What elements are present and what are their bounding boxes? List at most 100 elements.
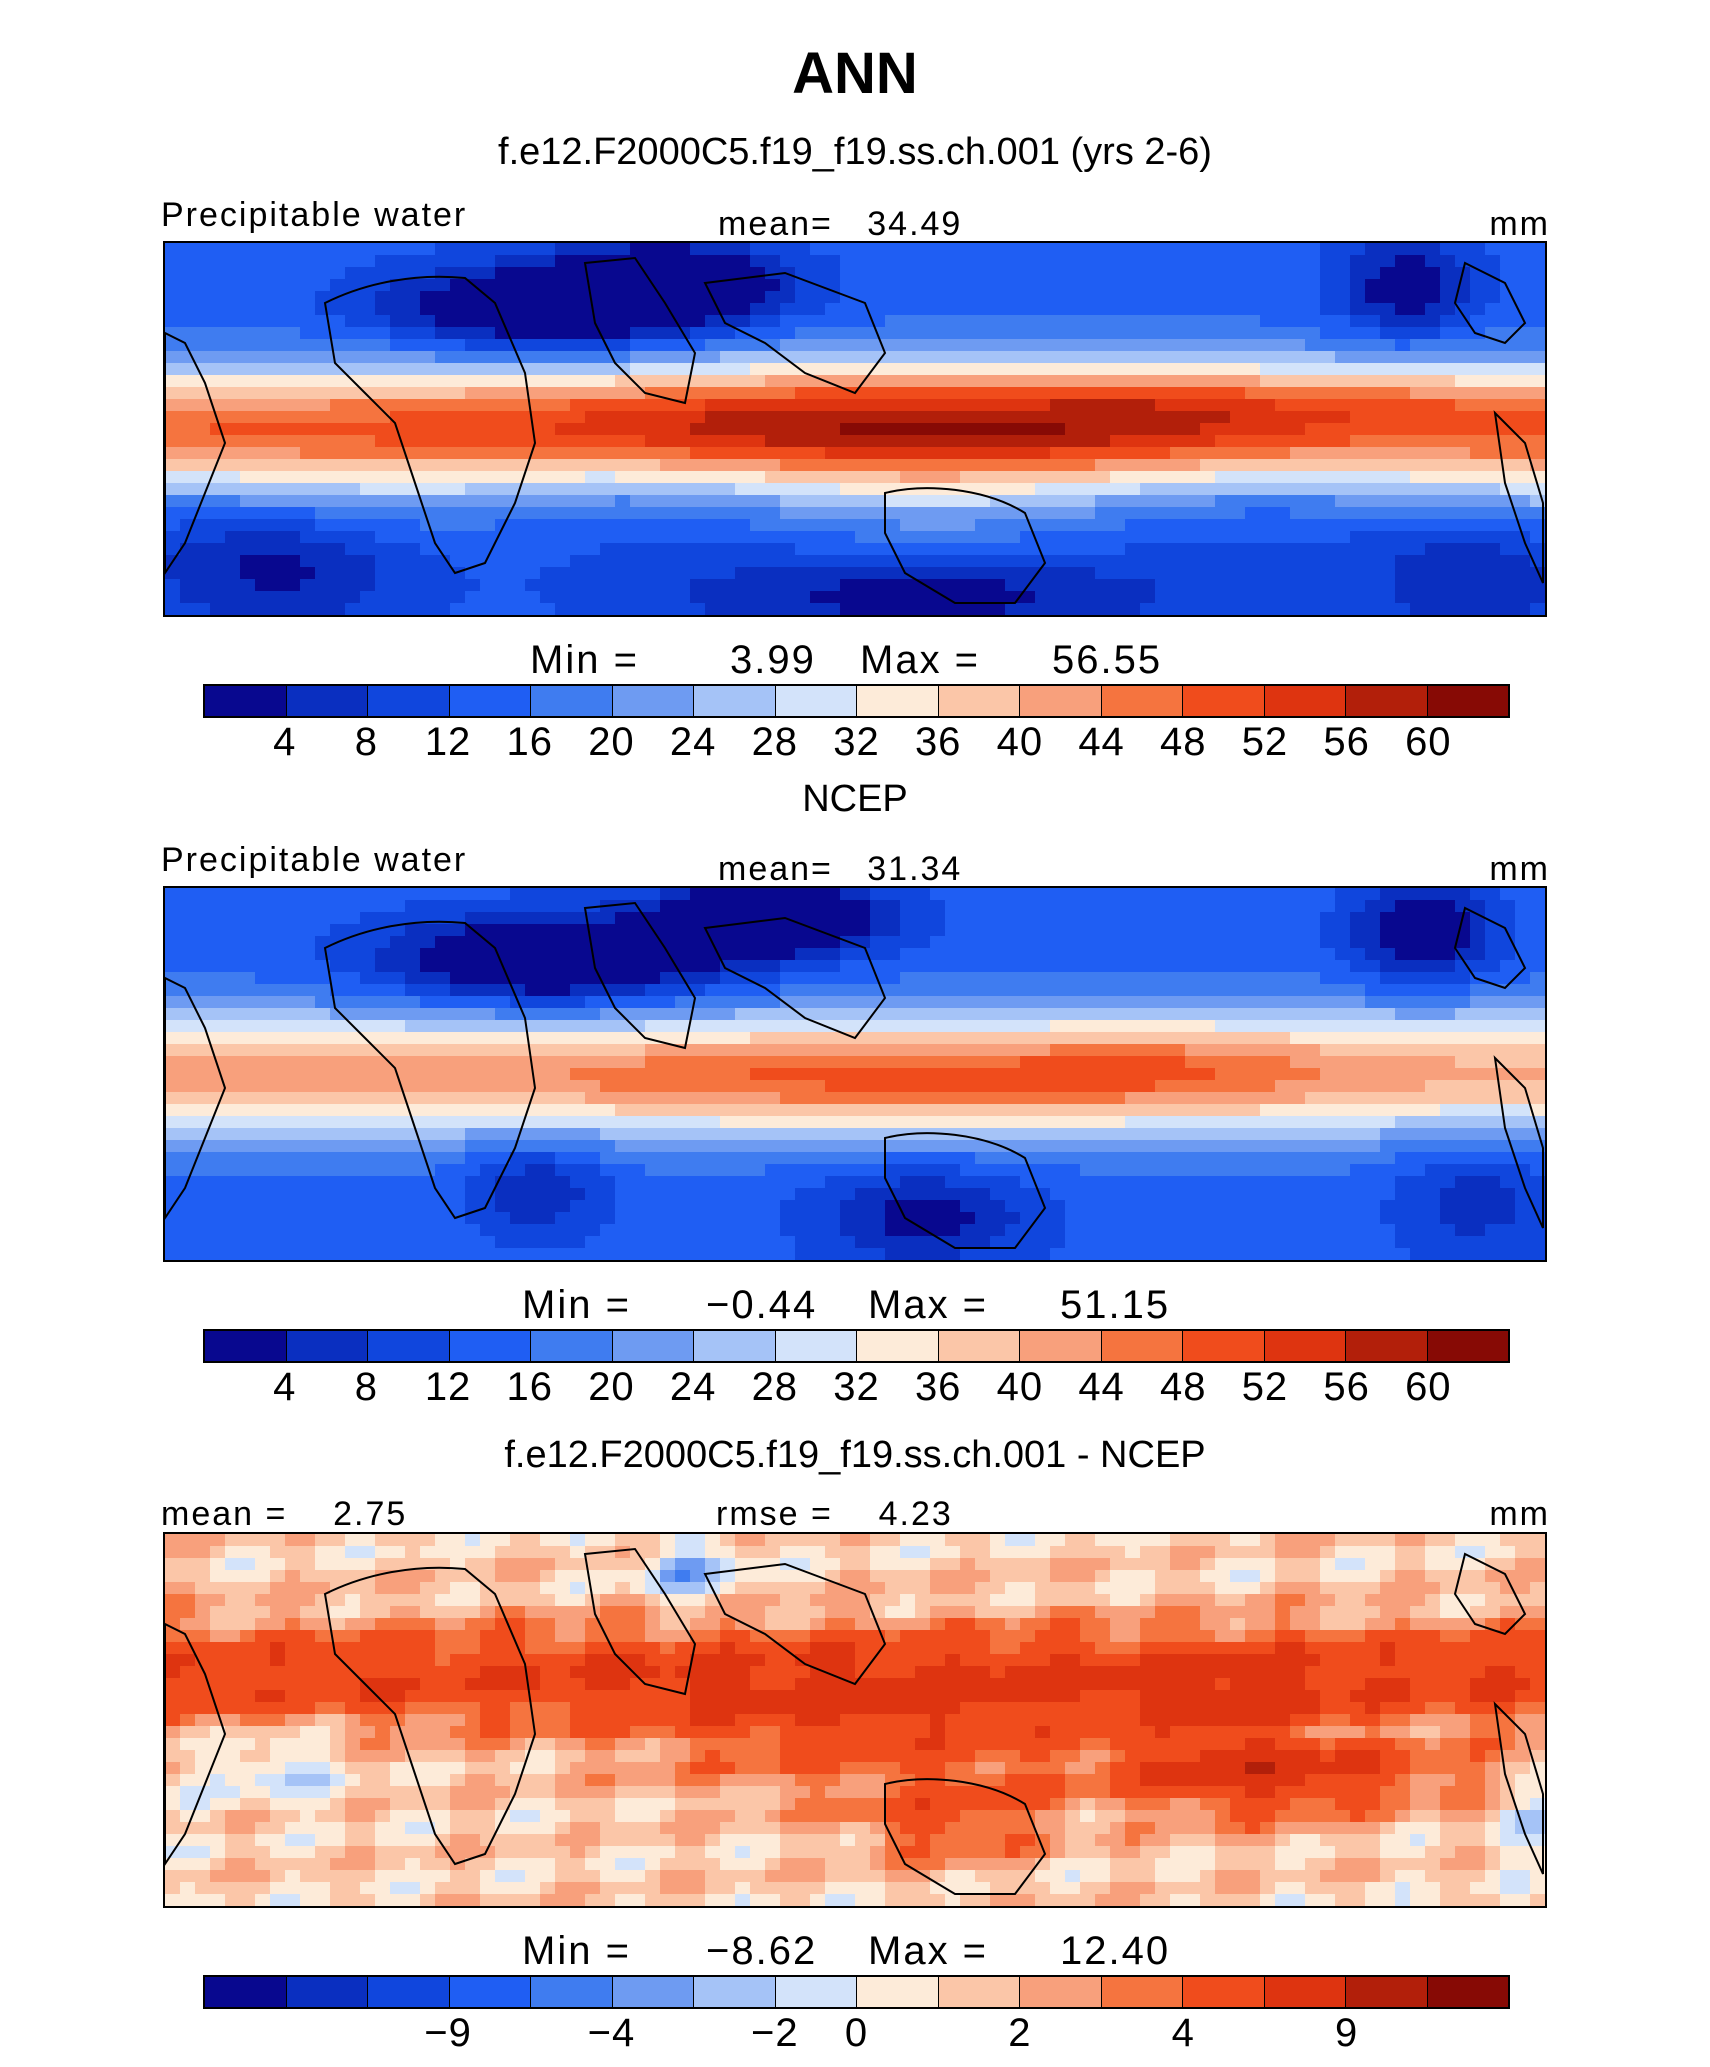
field-cell bbox=[1290, 960, 1306, 973]
field-cell bbox=[1470, 1080, 1486, 1093]
field-cell bbox=[165, 543, 181, 556]
field-cell bbox=[1185, 579, 1201, 592]
field-cell bbox=[270, 1092, 286, 1105]
field-cell bbox=[210, 351, 226, 364]
field-cell bbox=[1155, 399, 1171, 412]
field-cell bbox=[420, 555, 436, 568]
field-cell bbox=[465, 567, 481, 580]
field-cell bbox=[465, 996, 481, 1009]
field-cell bbox=[570, 936, 586, 949]
field-cell bbox=[1110, 279, 1126, 292]
field-cell bbox=[300, 495, 316, 508]
field-cell bbox=[750, 900, 766, 913]
field-cell bbox=[1140, 1152, 1156, 1165]
field-cell bbox=[1470, 291, 1486, 304]
field-cell bbox=[1320, 1128, 1336, 1141]
field-cell bbox=[510, 1044, 526, 1057]
field-cell bbox=[255, 960, 271, 973]
field-cell bbox=[1200, 375, 1216, 388]
field-cell bbox=[435, 255, 451, 268]
field-cell bbox=[900, 1008, 916, 1021]
field-cell bbox=[1425, 279, 1441, 292]
field-cell bbox=[1305, 579, 1321, 592]
field-cell bbox=[375, 936, 391, 949]
field-cell bbox=[1515, 507, 1531, 520]
field-cell bbox=[180, 507, 196, 520]
field-cell bbox=[330, 483, 346, 496]
field-cell bbox=[270, 567, 286, 580]
field-cell bbox=[705, 447, 721, 460]
field-cell bbox=[780, 471, 796, 484]
field-cell bbox=[840, 243, 856, 256]
field-cell bbox=[705, 1044, 721, 1057]
field-cell bbox=[825, 972, 841, 985]
field-cell bbox=[1335, 339, 1351, 352]
field-cell bbox=[975, 375, 991, 388]
field-cell bbox=[1470, 459, 1486, 472]
field-cell bbox=[930, 1116, 946, 1129]
field-cell bbox=[435, 1140, 451, 1153]
field-cell bbox=[180, 483, 196, 496]
field-cell bbox=[390, 888, 406, 901]
field-cell bbox=[525, 243, 541, 256]
field-cell bbox=[675, 531, 691, 544]
field-cell bbox=[450, 1140, 466, 1153]
field-cell bbox=[555, 327, 571, 340]
field-cell bbox=[735, 315, 751, 328]
field-cell bbox=[720, 279, 736, 292]
field-cell bbox=[1155, 339, 1171, 352]
field-cell bbox=[255, 531, 271, 544]
field-cell bbox=[1020, 1080, 1036, 1093]
field-cell bbox=[765, 972, 781, 985]
field-cell bbox=[570, 1020, 586, 1033]
field-cell bbox=[705, 984, 721, 997]
field-cell bbox=[180, 924, 196, 937]
field-cell bbox=[900, 315, 916, 328]
field-cell bbox=[915, 1092, 931, 1105]
field-cell bbox=[1485, 327, 1501, 340]
field-cell bbox=[1095, 996, 1111, 1009]
field-cell bbox=[330, 543, 346, 556]
field-cell bbox=[975, 1128, 991, 1141]
field-cell bbox=[450, 243, 466, 256]
field-cell bbox=[1230, 567, 1246, 580]
field-cell bbox=[1260, 279, 1276, 292]
field-cell bbox=[375, 447, 391, 460]
field-cell bbox=[450, 900, 466, 913]
field-cell bbox=[360, 579, 376, 592]
field-cell bbox=[540, 435, 556, 448]
field-cell bbox=[1185, 1116, 1201, 1129]
field-cell bbox=[1350, 495, 1366, 508]
field-cell bbox=[210, 387, 226, 400]
field-cell bbox=[540, 1128, 556, 1141]
field-cell bbox=[885, 1116, 901, 1129]
field-cell bbox=[795, 912, 811, 925]
field-cell bbox=[195, 519, 211, 532]
field-cell bbox=[705, 603, 721, 615]
field-cell bbox=[225, 291, 241, 304]
field-cell bbox=[375, 267, 391, 280]
field-cell bbox=[210, 435, 226, 448]
field-cell bbox=[810, 495, 826, 508]
field-cell bbox=[975, 567, 991, 580]
field-cell bbox=[210, 255, 226, 268]
field-cell bbox=[540, 303, 556, 316]
field-cell bbox=[915, 315, 931, 328]
field-cell bbox=[915, 435, 931, 448]
field-cell bbox=[1455, 1116, 1471, 1129]
field-cell bbox=[930, 900, 946, 913]
field-cell bbox=[585, 267, 601, 280]
field-cell bbox=[1470, 315, 1486, 328]
field-cell bbox=[165, 948, 181, 961]
field-cell bbox=[195, 1092, 211, 1105]
field-cell bbox=[1365, 363, 1381, 376]
field-cell bbox=[450, 495, 466, 508]
field-cell bbox=[1350, 555, 1366, 568]
field-cell bbox=[570, 303, 586, 316]
field-cell bbox=[270, 1140, 286, 1153]
field-cell bbox=[705, 1068, 721, 1081]
field-cell bbox=[645, 603, 661, 615]
field-cell bbox=[630, 423, 646, 436]
field-cell bbox=[1500, 399, 1516, 412]
field-cell bbox=[1245, 972, 1261, 985]
